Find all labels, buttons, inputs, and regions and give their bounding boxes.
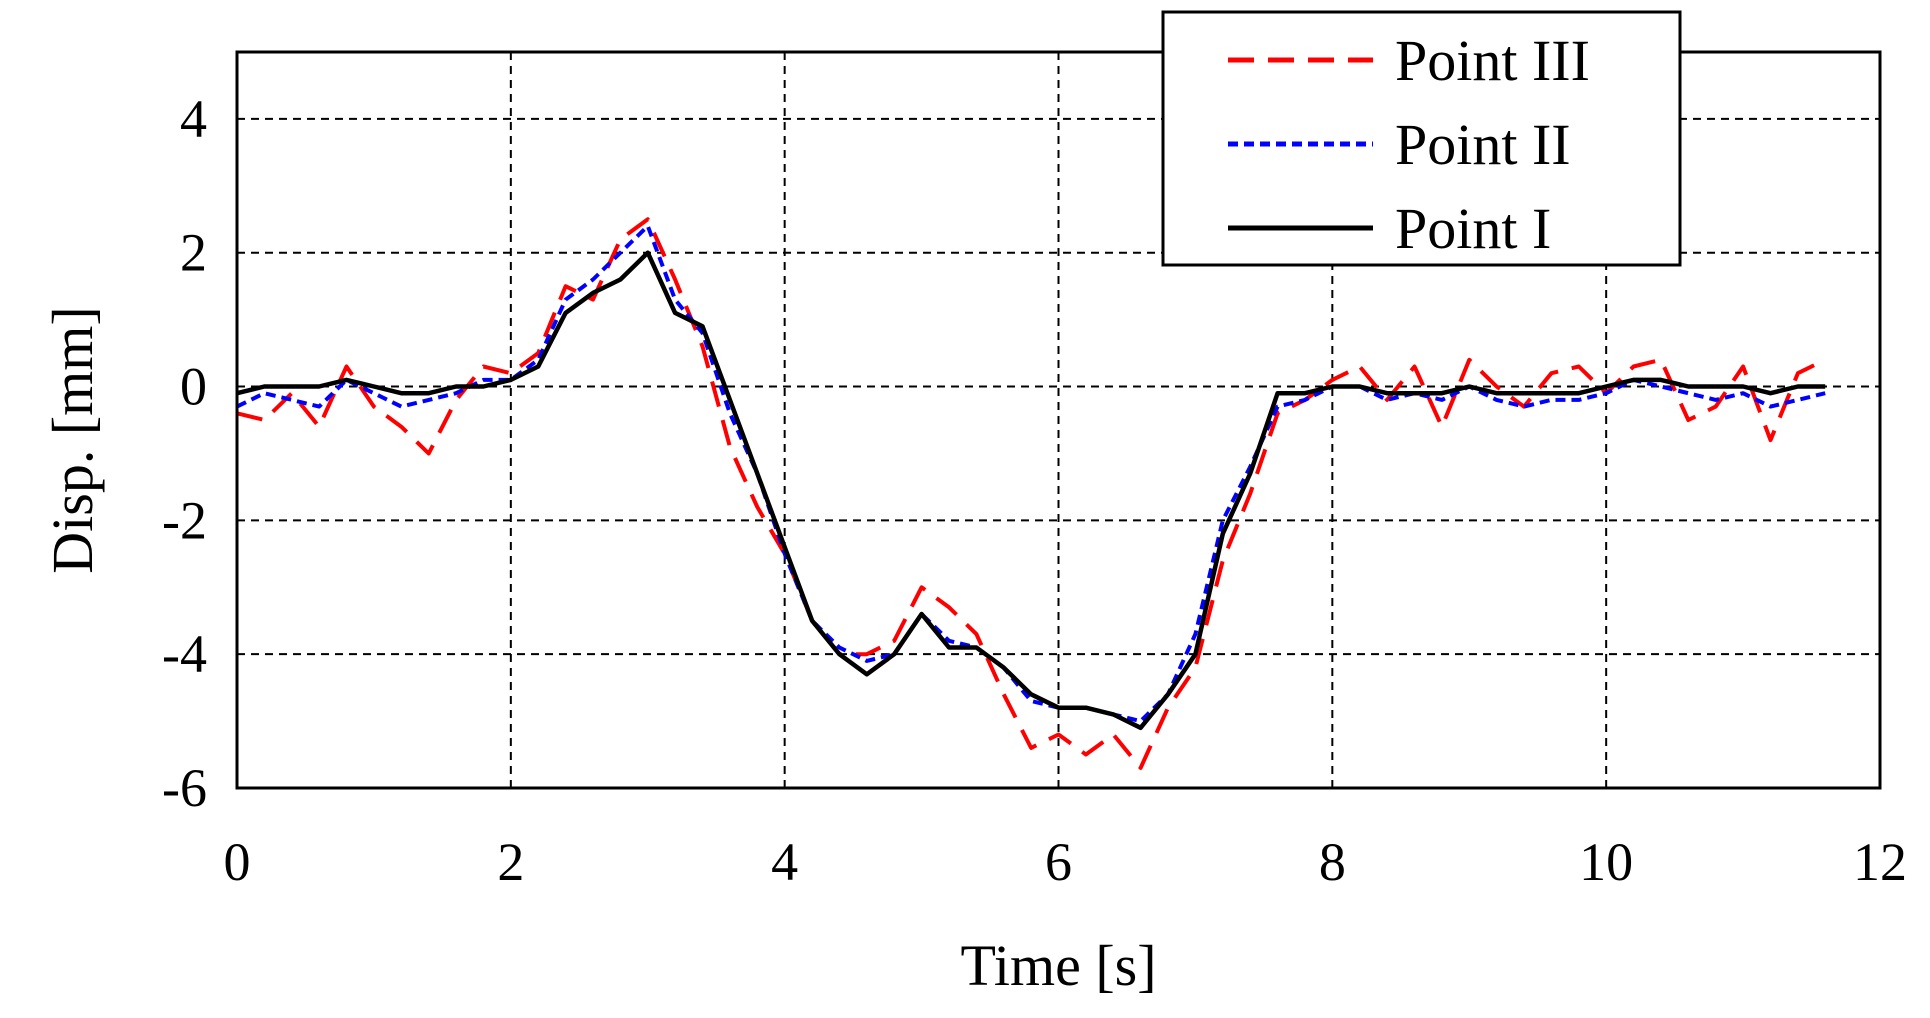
series-line-2 — [236, 250, 1826, 731]
y-tick-label-1: 2 — [180, 223, 207, 283]
y-tick-label-3: -2 — [162, 490, 207, 550]
x-tick-label-2: 4 — [771, 832, 798, 892]
series-line-1 — [236, 224, 1826, 724]
y-axis-ticks: 4 2 0 -2 -4 -6 — [162, 89, 207, 818]
legend-label-2: Point I — [1395, 196, 1551, 261]
y-tick-label-0: 4 — [180, 89, 207, 149]
y-tick-label-2: 0 — [180, 357, 207, 417]
x-tick-label-4: 8 — [1319, 832, 1346, 892]
legend: Point III Point II Point I — [1161, 10, 1682, 267]
grid-lines — [237, 52, 1880, 788]
x-axis-title: Time [s] — [960, 933, 1156, 998]
y-tick-label-4: -4 — [162, 624, 207, 684]
x-tick-label-6: 12 — [1853, 832, 1907, 892]
legend-box — [1161, 10, 1682, 267]
legend-label-0: Point III — [1395, 28, 1590, 93]
x-tick-label-3: 6 — [1045, 832, 1072, 892]
y-tick-label-5: -6 — [162, 758, 207, 818]
y-axis-title: Disp. [mm] — [40, 306, 105, 573]
x-tick-label-0: 0 — [224, 832, 251, 892]
series-lines — [236, 217, 1827, 770]
series-line-0 — [236, 217, 1827, 770]
x-axis-ticks: 0 2 4 6 8 10 12 — [224, 832, 1908, 892]
legend-label-1: Point II — [1395, 112, 1571, 177]
plot-area-frame — [235, 50, 1882, 790]
x-tick-label-5: 10 — [1579, 832, 1633, 892]
x-tick-label-1: 2 — [497, 832, 524, 892]
